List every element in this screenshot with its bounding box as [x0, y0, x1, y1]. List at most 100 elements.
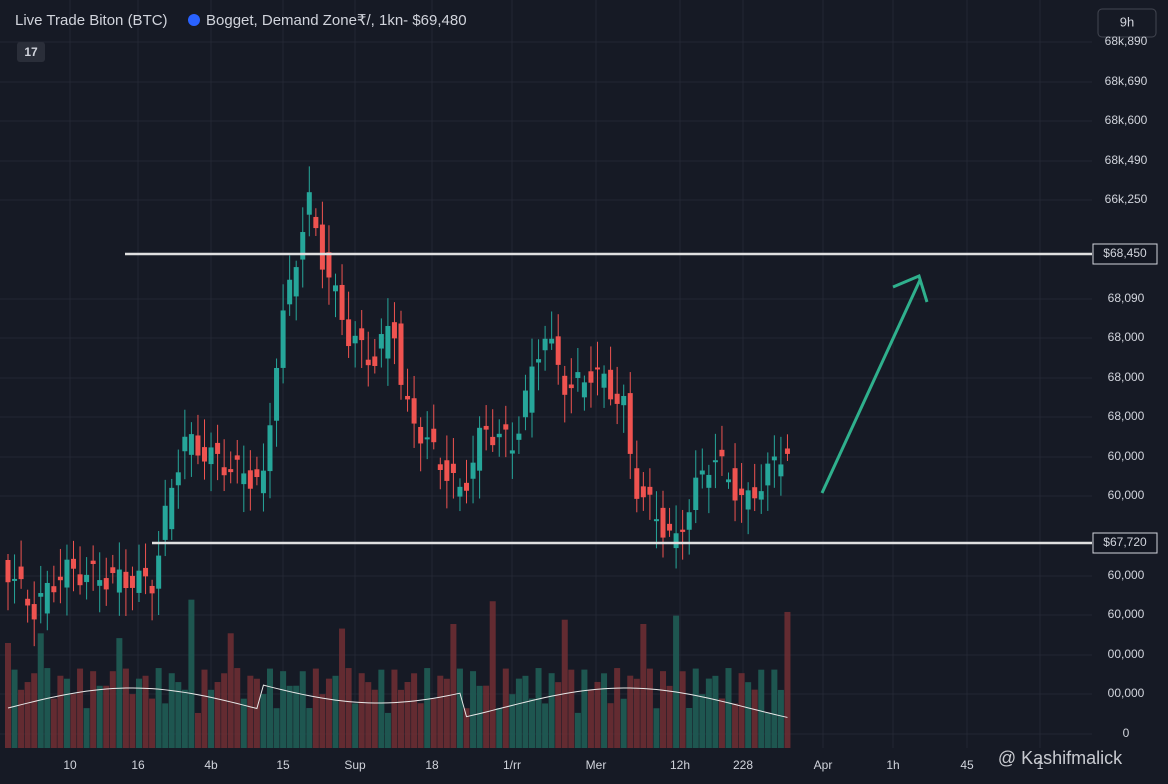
price-label: 60,000 [1108, 568, 1145, 582]
level-tag [1092, 532, 1158, 554]
volume-bar [227, 633, 234, 748]
volume [5, 599, 791, 748]
volume-bar [476, 685, 483, 748]
candle-body [549, 338, 555, 344]
volume-bar [5, 643, 11, 748]
candle-body [300, 232, 306, 260]
candle-body [97, 580, 103, 586]
volume-bar [548, 673, 555, 748]
volume-bar [175, 682, 182, 748]
time-label: Apr [814, 758, 833, 772]
candle-body [667, 523, 673, 531]
volume-bar [470, 671, 477, 748]
candle-body [627, 393, 633, 454]
volume-bar [109, 671, 116, 748]
level-label: $67,720 [1103, 535, 1147, 549]
volume-bar [718, 698, 725, 748]
volume-bar [194, 712, 201, 748]
volume-bar [437, 675, 444, 748]
price-label: 60,000 [1108, 607, 1145, 621]
volume-bar [31, 673, 38, 748]
candle-body [699, 470, 705, 475]
volume-bar [122, 668, 129, 748]
volume-bar [732, 703, 739, 748]
candle-body [339, 284, 345, 320]
time-label: Mer [586, 758, 607, 772]
logo: 17 [17, 42, 45, 62]
volume-bar [306, 708, 313, 748]
volume-bar [430, 698, 437, 748]
candle-body [568, 384, 574, 389]
candle-body [267, 425, 273, 472]
volume-bar [771, 669, 778, 748]
watermark: @ Kashifmalick [998, 748, 1123, 768]
candle-body [398, 323, 404, 385]
volume-bar [77, 668, 84, 748]
volume-bar [208, 689, 215, 748]
candle-body [247, 470, 253, 489]
volume-bar [90, 671, 97, 748]
volume-bar [50, 698, 57, 748]
volume-bar [529, 698, 535, 748]
candle-body [706, 474, 712, 488]
volume-bar [299, 671, 306, 748]
candle-body [640, 486, 646, 498]
candle-body [784, 448, 790, 454]
volume-bar [489, 601, 496, 748]
candle-body [778, 464, 784, 477]
volume-bar [607, 703, 614, 748]
candle-body [188, 434, 194, 455]
candle-body [719, 449, 725, 457]
volume-bar [325, 678, 332, 748]
candle-body [536, 359, 542, 363]
candle-body [653, 519, 659, 522]
price-label: 60,000 [1108, 449, 1145, 463]
volume-bar [601, 673, 608, 748]
volume-bar [221, 673, 228, 748]
candle-body [333, 285, 338, 292]
volume-bar [398, 689, 404, 748]
volume-bar [640, 623, 647, 748]
volume-bar [168, 673, 175, 748]
candle-body [234, 455, 240, 460]
candle-body [601, 373, 607, 388]
grid [0, 0, 1092, 748]
candle-body [260, 470, 266, 494]
timeframe-label[interactable]: 9h [1120, 14, 1134, 29]
candle-body [647, 486, 653, 495]
candle-body [31, 604, 37, 620]
volume-bar [280, 671, 287, 748]
candle-body [12, 578, 18, 581]
time-label: Sup [344, 758, 366, 772]
candle-body [346, 319, 352, 347]
volume-bar [463, 708, 470, 748]
volume-bar [483, 685, 490, 748]
volume-bar [83, 708, 90, 748]
candle-body [162, 505, 168, 540]
volume-bar [240, 698, 247, 748]
candle-body [686, 512, 692, 530]
volume-bar [758, 669, 765, 748]
volume-bar [699, 694, 706, 748]
volume-bar [404, 681, 411, 748]
volume-bar [502, 668, 509, 748]
timeframe-button[interactable] [1097, 8, 1157, 38]
candle-body [562, 375, 568, 395]
arrow-shaft [820, 279, 922, 494]
candle-body [215, 442, 221, 454]
candle-body [90, 560, 96, 565]
volume-bar [358, 673, 365, 748]
volume-bar [542, 703, 549, 748]
volume-bar [365, 682, 372, 748]
volume-bar [777, 689, 784, 748]
candle-body [680, 529, 686, 532]
candle-body [25, 598, 31, 606]
price-label: 68,000 [1108, 330, 1145, 344]
volume-bar [267, 668, 273, 748]
candle-body [365, 359, 371, 366]
price-label: 00,000 [1108, 647, 1145, 661]
price-label: 68k,600 [1105, 113, 1148, 127]
volume-bar [247, 675, 254, 748]
volume-bar [522, 675, 529, 748]
volume-bar [260, 694, 267, 748]
